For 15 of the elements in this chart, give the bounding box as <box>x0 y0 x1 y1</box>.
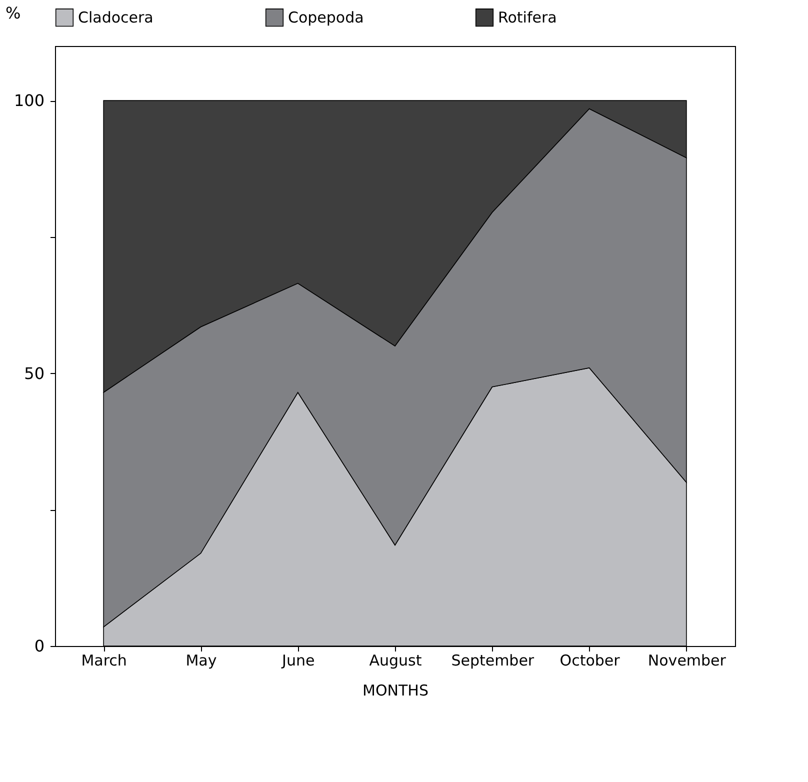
legend-label: Cladocera <box>78 8 154 27</box>
x-tick-label: October <box>560 652 621 670</box>
legend-label: Rotifera <box>498 8 557 27</box>
x-tick-label: June <box>281 652 315 670</box>
x-tick-label: September <box>451 652 535 670</box>
y-tick-label: 0 <box>34 636 44 656</box>
x-tick-label: November <box>648 652 727 670</box>
x-tick-label: March <box>81 652 127 670</box>
x-axis-title: MONTHS <box>362 682 428 700</box>
legend-label: Copepoda <box>288 8 364 27</box>
x-tick-label: August <box>369 652 422 670</box>
y-axis-title: % <box>6 4 21 22</box>
y-tick-label: 100 <box>14 91 44 110</box>
x-tick-label: May <box>186 652 217 670</box>
y-tick-label: 50 <box>24 364 44 383</box>
